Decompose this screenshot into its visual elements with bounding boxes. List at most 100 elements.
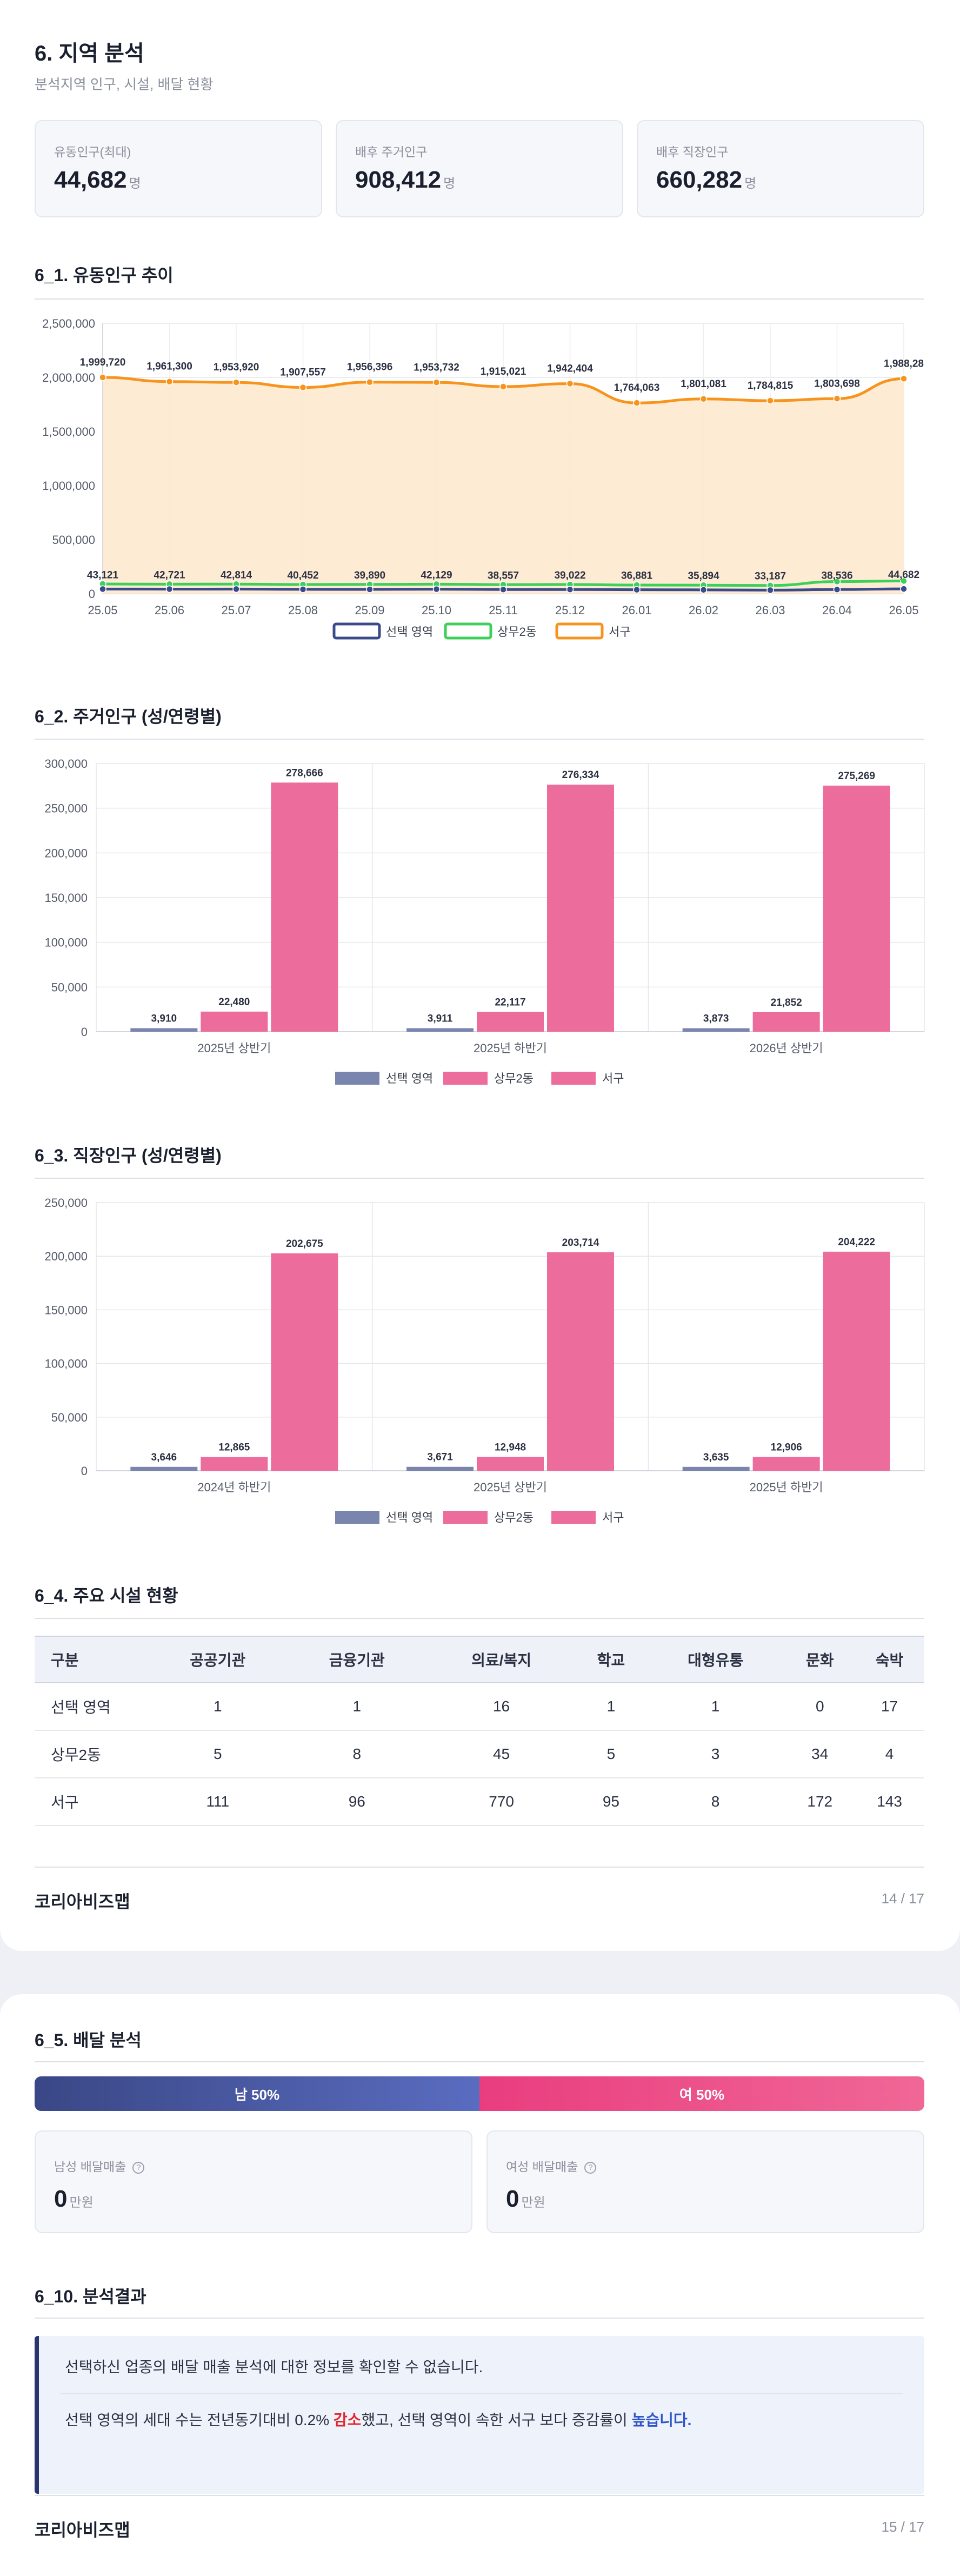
bar [547, 1252, 614, 1471]
table-header-row: 구분 공공기관 금융기관 의료/복지 학교 대형유통 문화 숙박 [35, 1636, 924, 1683]
data-label: 38,557 [488, 570, 519, 581]
stat-card-floating-pop: 유동인구(최대) 44,682 명 [35, 120, 322, 217]
section-title-facilities: 6_4. 주요 시설 현황 [35, 1586, 178, 1605]
section-divider [35, 2061, 924, 2062]
data-label: 3,671 [427, 1452, 453, 1463]
stat-label: 유동인구(최대) [54, 145, 131, 159]
x-tick-label: 25.11 [489, 603, 517, 617]
x-tick-label: 2025년 하반기 [474, 1041, 547, 1055]
help-icon[interactable]: ? [132, 2161, 145, 2174]
bar [406, 1028, 474, 1032]
table-cell: 1 [148, 1683, 288, 1731]
decrease-highlight: 감소 [333, 2412, 362, 2428]
table-cell: 5 [148, 1730, 288, 1778]
bar [271, 1253, 338, 1471]
floating-pop-line-chart: 0 500,000 1,000,000 1,500,000 2,000,000 2,500… [42, 317, 924, 640]
x-tick-label: 26.01 [622, 603, 651, 617]
data-point [232, 379, 240, 386]
x-tick-label: 26.05 [889, 603, 918, 617]
y-tick-label: 1,500,000 [42, 425, 95, 439]
table-header: 문화 [785, 1636, 855, 1683]
legend-swatch [332, 622, 381, 640]
section-divider [35, 1178, 924, 1179]
data-label: 3,646 [151, 1452, 177, 1463]
data-label: 21,852 [771, 997, 802, 1008]
data-label: 204,222 [838, 1237, 875, 1248]
data-label: 39,022 [554, 570, 585, 581]
table-row: 서구 111 96 770 95 8 172 143 [35, 1778, 924, 1826]
data-label: 1,956,396 [347, 362, 393, 373]
card-value: 0 만원 [54, 2186, 94, 2212]
legend-swatch [551, 1511, 596, 1524]
data-label: 1,784,815 [748, 380, 794, 391]
residential-bar-chart: 0 50,000 100,000 150,000 200,000 250,000 300,0… [44, 757, 925, 1085]
footer-brand: 코리아비즈맵 [35, 2520, 130, 2540]
table-header: 금융기관 [287, 1636, 427, 1683]
table-cell: 1 [287, 1683, 427, 1731]
legend-label: 상무2동 [494, 1511, 534, 1524]
data-label: 1,915,021 [481, 366, 526, 377]
table-cell: 143 [855, 1778, 924, 1826]
data-point [432, 379, 441, 387]
x-tick-label: 25.06 [155, 603, 184, 617]
data-point [900, 375, 908, 383]
footer-divider [35, 2495, 924, 2496]
x-tick-label: 25.05 [88, 603, 117, 617]
section-title-delivery: 6_5. 배달 분석 [35, 2030, 142, 2050]
y-tick-label: 150,000 [44, 1303, 88, 1317]
data-label: 12,906 [771, 1442, 802, 1453]
data-point [633, 586, 641, 594]
footer-divider [35, 1867, 924, 1868]
report-page-14: 6. 지역 분석 분석지역 인구, 시설, 배달 현황 유동인구(최대) 44,… [0, 0, 960, 1951]
page-title: 6. 지역 분석 [35, 42, 144, 65]
data-point [165, 377, 174, 386]
worker-bar-chart: 0 50,000 100,000 150,000 200,000 250,000 3,646… [44, 1196, 925, 1524]
x-tick-label: 25.10 [422, 603, 451, 617]
y-tick-label: 0 [89, 587, 95, 601]
bar [130, 1028, 198, 1032]
x-tick-label: 2025년 상반기 [474, 1480, 547, 1494]
data-label: 1,801,081 [681, 379, 726, 390]
legend-swatch [555, 622, 604, 640]
result-line-2: 선택 영역의 세대 수는 전년동기대비 0.2% 감소했고, 선택 영역이 속한… [65, 2412, 692, 2428]
y-tick-label: 50,000 [51, 980, 88, 994]
data-point [900, 585, 908, 593]
y-tick-label: 500,000 [52, 533, 95, 547]
table-cell: 16 [426, 1683, 577, 1731]
table-header: 학교 [576, 1636, 646, 1683]
x-tick-label: 25.12 [555, 603, 585, 617]
table-cell: 1 [645, 1683, 785, 1731]
stat-card-worker-pop: 배후 직장인구 660,282 명 [637, 120, 924, 217]
data-label: 38,536 [821, 570, 852, 581]
legend-swatch [443, 1072, 488, 1085]
data-label: 42,721 [154, 569, 185, 581]
data-label: 3,910 [151, 1013, 177, 1025]
legend-label: 상무2동 [494, 1072, 534, 1085]
section-divider [35, 2318, 924, 2319]
legend-swatch [335, 1072, 379, 1085]
data-point [432, 585, 441, 593]
male-delivery-card: 남성 배달매출? 0 만원 [35, 2130, 472, 2233]
y-tick-label: 100,000 [44, 1357, 88, 1371]
data-point [833, 577, 841, 586]
data-label: 33,187 [755, 570, 786, 582]
table-cell: 8 [287, 1730, 427, 1778]
table-header: 의료/복지 [426, 1636, 577, 1683]
data-label: 40,452 [287, 570, 318, 581]
data-point [566, 380, 574, 388]
male-share-segment: 남 50% [35, 2076, 479, 2111]
bar [201, 1011, 268, 1032]
data-point [366, 586, 374, 593]
data-label: 36,881 [621, 570, 653, 582]
x-tick-label: 2025년 상반기 [197, 1041, 271, 1055]
legend-swatch [551, 1072, 596, 1085]
data-point [766, 397, 774, 404]
help-icon[interactable]: ? [584, 2161, 597, 2174]
y-tick-label: 0 [81, 1025, 88, 1039]
table-header: 대형유통 [645, 1636, 785, 1683]
y-tick-label: 100,000 [44, 936, 88, 950]
data-point [633, 399, 641, 407]
data-point [499, 383, 507, 390]
table-cell: 34 [785, 1730, 855, 1778]
bar [752, 1457, 820, 1471]
